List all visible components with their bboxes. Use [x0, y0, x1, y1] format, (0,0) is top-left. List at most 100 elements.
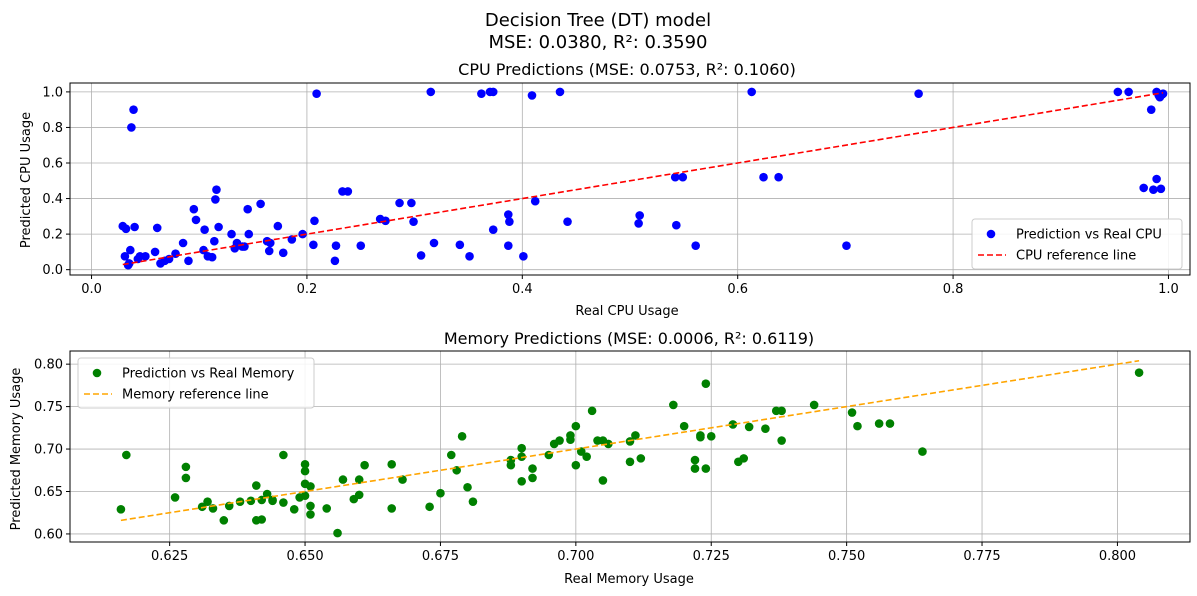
memory-data-point [306, 501, 315, 511]
cpu-data-point [129, 105, 138, 114]
cpu-data-point [331, 241, 341, 250]
cpu-y-tick-label: 1.0 [42, 85, 63, 100]
cpu-data-point [200, 225, 209, 234]
cpu-x-tick-label: 0.6 [727, 282, 748, 297]
cpu-data-point [212, 185, 221, 194]
cpu-data-point [555, 87, 565, 97]
memory-y-tick-label: 0.75 [34, 400, 63, 415]
memory-predictions-chart: Memory Predictions (MSE: 0.0006, R²: 0.6… [9, 329, 1191, 587]
memory-data-point [197, 502, 207, 512]
memory-data-point [571, 421, 581, 431]
cpu-data-point [178, 238, 188, 248]
cpu-data-point [914, 89, 923, 98]
memory-data-point [566, 431, 575, 440]
cpu-chart-title: CPU Predictions (MSE: 0.0753, R²: 0.1060… [458, 60, 796, 79]
cpu-data-point [563, 217, 572, 226]
cpu-data-point [1158, 89, 1168, 98]
memory-legend-label: Prediction vs Real Memory [122, 367, 295, 382]
memory-legend: Prediction vs Real Memory Memory referenc… [77, 357, 315, 409]
memory-data-point [333, 528, 342, 538]
memory-data-point [354, 475, 364, 484]
memory-reference-line [120, 359, 1140, 522]
memory-x-tick-label: 0.675 [422, 549, 459, 564]
cpu-data-point [672, 220, 681, 230]
cpu-data-point [152, 223, 162, 233]
cpu-data-point [747, 87, 756, 97]
cpu-data-point [210, 236, 219, 246]
memory-data-point [322, 504, 332, 513]
cpu-data-point [184, 256, 193, 266]
memory-y-tick-label: 0.80 [34, 358, 63, 373]
memory-data-point [555, 436, 564, 445]
memory-data-point [300, 460, 310, 469]
memory-data-point [701, 379, 711, 388]
cpu-data-point [635, 211, 644, 220]
memory-x-tick-label: 0.775 [963, 549, 1000, 564]
cpu-y-axis-label: Predicted CPU Usage [19, 112, 34, 248]
memory-data-point [582, 452, 591, 461]
memory-data-point [885, 419, 895, 428]
cpu-data-point [1124, 87, 1133, 97]
cpu-data-point [278, 248, 288, 258]
cpu-data-point [130, 222, 139, 232]
memory-data-point [300, 466, 310, 476]
cpu-data-point [243, 204, 252, 214]
memory-data-point [690, 464, 700, 473]
cpu-data-point [256, 199, 265, 209]
memory-data-point [398, 475, 407, 484]
memory-data-point [528, 464, 537, 473]
memory-legend-label: Memory reference line [122, 388, 269, 403]
cpu-legend: Prediction vs Real CPU CPU reference line [971, 218, 1183, 270]
cpu-data-point [505, 217, 514, 226]
cpu-data-point [1139, 183, 1148, 193]
memory-data-point [457, 432, 467, 441]
cpu-data-point [842, 241, 851, 250]
memory-data-point [181, 473, 191, 483]
cpu-data-point [343, 187, 353, 196]
memory-data-point [181, 462, 191, 472]
cpu-data-point [214, 222, 223, 232]
cpu-data-point [1149, 185, 1158, 194]
memory-data-point [446, 450, 456, 460]
memory-x-tick-label: 0.750 [828, 549, 865, 564]
cpu-legend-marker [986, 229, 996, 239]
cpu-data-point [416, 251, 426, 260]
memory-y-tick-label: 0.65 [34, 485, 63, 500]
cpu-data-point [678, 172, 688, 182]
memory-x-tick-label: 0.650 [286, 549, 323, 564]
cpu-data-point [120, 252, 130, 261]
memory-data-point [1134, 368, 1144, 377]
memory-x-tick-label: 0.725 [693, 549, 730, 564]
cpu-reference-line [122, 91, 1164, 266]
cpu-data-point [774, 172, 783, 182]
cpu-data-point [264, 246, 274, 256]
cpu-data-point [426, 87, 436, 97]
cpu-data-point [310, 216, 319, 226]
memory-data-point [279, 498, 288, 507]
memory-data-point [517, 443, 526, 453]
cpu-data-point [477, 89, 486, 98]
memory-data-point [517, 477, 526, 486]
memory-data-point [761, 424, 770, 433]
cpu-data-point [429, 238, 439, 248]
cpu-data-point [634, 219, 643, 228]
memory-x-tick-label: 0.625 [151, 549, 188, 564]
memory-data-point [604, 439, 613, 449]
memory-data-point [463, 482, 472, 492]
memory-data-point [203, 497, 212, 506]
cpu-data-point [199, 245, 208, 255]
cpu-x-tick-label: 0.2 [297, 282, 318, 297]
cpu-data-point [309, 240, 318, 250]
memory-data-point [669, 400, 678, 410]
memory-data-point [289, 505, 299, 514]
cpu-x-tick-label: 0.4 [512, 282, 533, 297]
figure-suptitle-line1: Decision Tree (DT) model [485, 10, 711, 31]
memory-data-point [625, 437, 635, 446]
cpu-data-point [488, 87, 498, 97]
cpu-data-point [127, 123, 136, 132]
cpu-data-point [504, 241, 513, 250]
memory-data-point [387, 504, 397, 513]
memory-y-tick-label: 0.70 [34, 443, 63, 458]
cpu-data-point [530, 196, 540, 206]
cpu-data-point [126, 245, 135, 255]
